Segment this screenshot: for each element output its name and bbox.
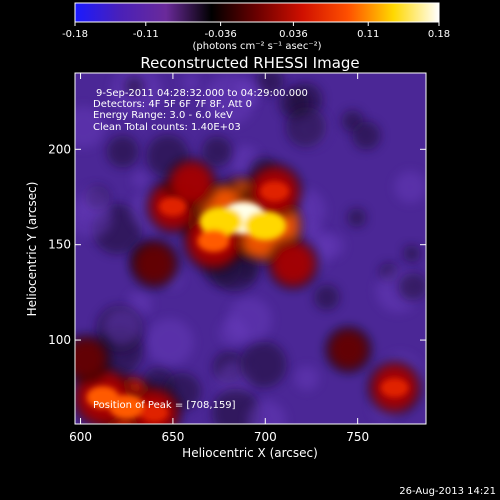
background-texture-blob — [146, 318, 194, 366]
emission-core — [197, 229, 230, 253]
background-texture-blob — [181, 73, 201, 92]
background-texture-blob — [319, 233, 345, 258]
background-texture-blob — [313, 284, 340, 311]
background-texture-blob — [347, 208, 367, 228]
background-texture-blob — [76, 186, 110, 219]
emission-core — [380, 378, 409, 398]
background-texture-blob — [286, 106, 327, 148]
background-texture-blob — [398, 272, 426, 301]
annotation-detectors: Detectors: 4F 5F 6F 7F 8F, Att 0 — [93, 99, 252, 110]
y-tick-label: 200 — [48, 142, 71, 156]
background-texture-blob — [202, 136, 233, 167]
background-texture-blob — [106, 135, 139, 168]
axis-ticks: 600 650 700 750 100 150 200 — [48, 73, 426, 444]
annotation-energy: Energy Range: 3.0 - 6.0 keV — [93, 110, 233, 121]
emission-core — [140, 403, 169, 423]
background-texture-blob — [124, 76, 144, 96]
heatmap-image — [75, 73, 426, 424]
background-texture-blob — [240, 341, 287, 388]
x-tick-label: 650 — [161, 430, 184, 444]
colorbar-tick-label: -0.18 — [62, 29, 88, 40]
emission-source — [171, 163, 212, 204]
background-texture-blob — [294, 366, 319, 391]
plot-frame — [74, 72, 427, 425]
y-tick-label: 150 — [48, 238, 71, 252]
emission-source — [75, 340, 105, 378]
y-axis-label: Heliocentric Y (arcsec) — [25, 182, 39, 317]
emission-source — [330, 332, 367, 368]
emission-core — [199, 206, 243, 237]
background-texture-blob — [246, 401, 286, 424]
background-texture-blob — [103, 308, 141, 346]
background-texture-blob — [394, 171, 426, 203]
emission-source — [272, 243, 313, 284]
colorbar-tick-label: 0.036 — [279, 29, 308, 40]
background-texture-blob — [75, 106, 105, 148]
background-texture-blob — [227, 297, 272, 342]
chart-title: Reconstructed RHESSI Image — [140, 54, 359, 72]
background-texture-blob — [255, 73, 284, 96]
x-tick-label: 700 — [254, 430, 277, 444]
colorbar-ticks: -0.18 -0.11 -0.036 0.036 0.11 0.18 — [62, 22, 450, 40]
emission-core — [259, 181, 290, 202]
colorbar-tick-label: 0.18 — [428, 29, 450, 40]
peak-position-label: Position of Peak = [708,159] — [93, 400, 236, 411]
colorbar — [74, 2, 440, 23]
annotation-counts: Clean Total counts: 1.40E+03 — [93, 122, 241, 133]
emission-core — [244, 211, 287, 241]
background-texture-blob — [403, 244, 421, 263]
x-tick-label: 600 — [69, 430, 92, 444]
colorbar-unit-label: (photons cm⁻² s⁻¹ asec⁻²) — [192, 41, 321, 52]
background-texture-blob — [131, 171, 149, 189]
colorbar-tick-label: 0.11 — [357, 29, 379, 40]
annotation-time: 9-Sep-2011 04:28:32.000 to 04:29:00.000 — [96, 88, 308, 99]
x-axis-label: Heliocentric X (arcsec) — [182, 446, 318, 460]
emission-core — [159, 196, 187, 217]
background-texture-blob — [204, 73, 256, 125]
y-tick-label: 100 — [48, 333, 71, 347]
colorbar-tick-label: -0.11 — [133, 29, 159, 40]
colorbar-tick-label: -0.036 — [204, 29, 236, 40]
timestamp: 26-Aug-2013 14:21 — [399, 486, 496, 497]
emission-core — [86, 386, 119, 409]
emission-source — [135, 244, 174, 283]
background-texture-blob — [352, 121, 381, 150]
x-tick-label: 750 — [346, 430, 369, 444]
